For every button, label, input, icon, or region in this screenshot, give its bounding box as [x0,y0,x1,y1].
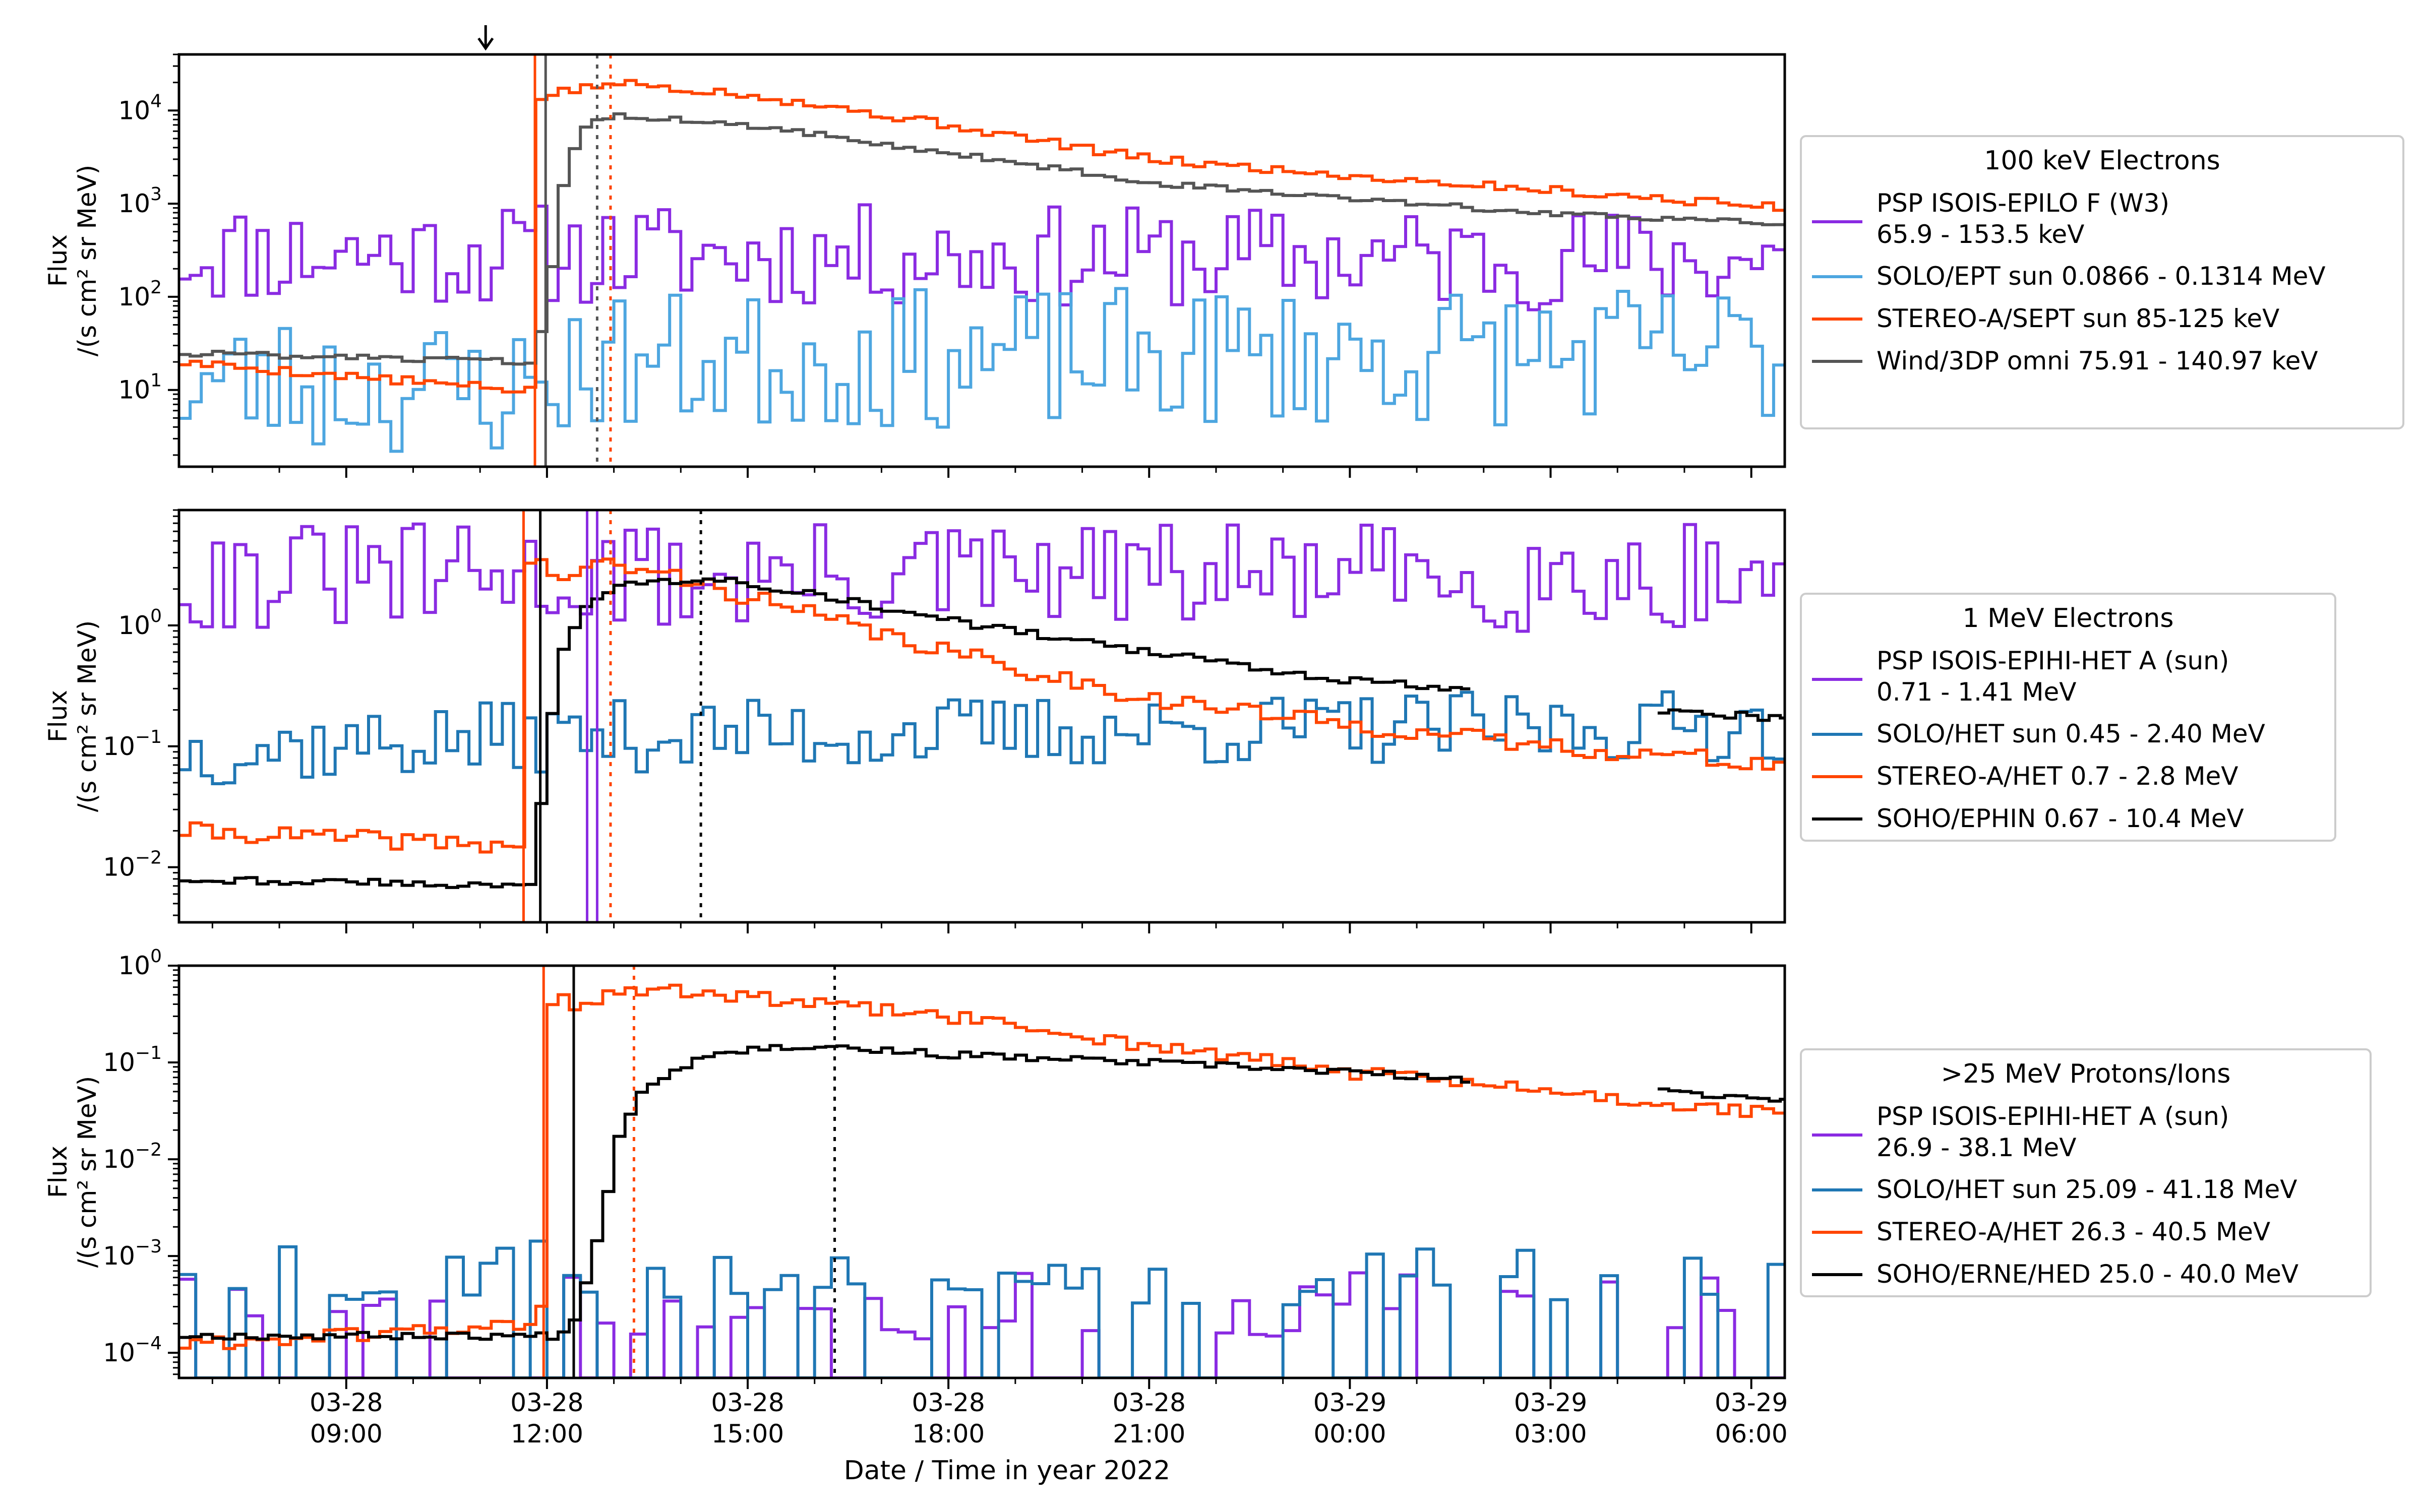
x-tick-label-date: 03-28 [711,1388,784,1417]
legend-2: 1 MeV Electrons PSP ISOIS-EPIHI-HET A (su… [1800,593,2336,842]
y-tick-label: 101 [118,370,162,405]
y-tick-label: 100 [118,606,162,640]
x-tick-label-time: 15:00 [711,1419,784,1448]
legend-label: SOLO/HET sun 25.09 - 41.18 MeV [1877,1175,2297,1204]
y-axis-label: Flux/(s cm² sr MeV) [43,1076,102,1268]
legend-label: STEREO-A/HET 0.7 - 2.8 MeV [1877,762,2238,791]
legend-label-line2: 0.71 - 1.41 MeV [1877,677,2076,707]
legend-label: STEREO-A/SEPT sun 85-125 keV [1877,304,2279,333]
panel-2: 10−2 10−1 100 Flux/(s cm² sr MeV) 1 MeV Elec… [43,509,2336,933]
x-tick-label-date: 03-28 [310,1388,383,1417]
series-line-2-3 [179,557,1785,854]
series-line-1-3 [179,79,1785,394]
legend-1: 100 keV Electrons PSP ISOIS-EPILO F (W3)6… [1800,135,2404,429]
y-tick-label: 10−1 [103,1043,162,1077]
plot-area [179,510,1785,922]
y-tick-label: 104 [118,91,162,125]
y-tick-label: 10−1 [103,727,162,761]
x-tick-label-time: 03:00 [1514,1419,1587,1448]
series-line-1-2 [179,287,1785,453]
legend-label: PSP ISOIS-EPIHI-HET A (sun) [1877,646,2229,675]
legend-box [1800,1048,2372,1297]
series-line-2-1 [179,522,1785,633]
x-tick-label-date: 03-28 [510,1388,583,1417]
y-tick-label: 100 [118,946,162,980]
y-tick-label: 102 [118,277,162,311]
y-tick-label: 10−4 [103,1333,162,1367]
legend-label: SOLO/EPT sun 0.0866 - 0.1314 MeV [1877,262,2326,291]
x-tick-label-time: 06:00 [1715,1419,1788,1448]
x-tick-label-time: 09:00 [310,1419,383,1448]
x-tick-label-date: 03-28 [912,1388,985,1417]
plot-area [179,54,1785,467]
y-axis-label: Flux/(s cm² sr MeV) [43,620,102,812]
x-tick-label-date: 03-29 [1715,1388,1788,1417]
panel-frame [177,53,1786,468]
x-tick-label-time: 18:00 [912,1419,985,1448]
legend-label: PSP ISOIS-EPILO F (W3) [1877,188,2169,218]
y-tick-label: 10−3 [103,1236,162,1271]
series-line-3-4 [179,1044,1785,1341]
legend-label-line2: 65.9 - 153.5 keV [1877,220,2084,249]
panel-frame [177,509,1786,924]
panel-3: 10−4 10−3 10−2 10−1 100 Flux/(s cm² sr MeV) >2… [43,946,2372,1389]
plot-area [179,966,1785,1378]
panel-frame [177,964,1786,1379]
y-tick-label: 10−2 [103,1140,162,1174]
panel-1: 101 102 103 104 Flux/(s cm² sr MeV) 100 keV E… [43,53,2404,478]
series-line-2-4 [179,577,1785,889]
legend-3: >25 MeV Protons/Ions PSP ISOIS-EPIHI-HET … [1800,1048,2372,1297]
onset-arrow-icon [477,25,494,51]
legend-label: SOHO/ERNE/HED 25.0 - 40.0 MeV [1877,1259,2298,1289]
x-tick-label-time: 12:00 [511,1419,583,1448]
legend-title: >25 MeV Protons/Ions [1941,1059,2231,1089]
y-axis-label: Flux/(s cm² sr MeV) [43,165,102,357]
y-tick-label: 103 [118,184,162,218]
x-tick-label-time: 21:00 [1113,1419,1185,1448]
legend-label: SOHO/EPHIN 0.67 - 10.4 MeV [1877,804,2244,833]
legend-label: Wind/3DP omni 75.91 - 140.97 keV [1877,346,2318,375]
x-tick-label-time: 00:00 [1313,1419,1386,1448]
series-line-2-2 [179,690,1785,785]
x-tick-label-date: 03-29 [1514,1388,1587,1417]
legend-label-line2: 26.9 - 38.1 MeV [1877,1133,2076,1162]
series-line-3-2 [179,1239,1785,1378]
x-axis-label: Date / Time in year 2022 [844,1456,1170,1486]
legend-label: STEREO-A/HET 26.3 - 40.5 MeV [1877,1217,2270,1246]
legend-title: 100 keV Electrons [1984,146,2220,176]
legend-box [1800,135,2404,429]
x-tick-label-date: 03-29 [1313,1388,1386,1417]
y-tick-label: 10−2 [103,848,162,882]
series-line-1-1 [179,203,1785,311]
x-tick-label-date: 03-28 [1113,1388,1186,1417]
legend-box [1800,593,2336,842]
legend-label: SOLO/HET sun 0.45 - 2.40 MeV [1877,719,2265,748]
series-line-1-4 [179,112,1785,366]
legend-title: 1 MeV Electrons [1963,603,2174,634]
legend-label: PSP ISOIS-EPIHI-HET A (sun) [1877,1102,2229,1131]
